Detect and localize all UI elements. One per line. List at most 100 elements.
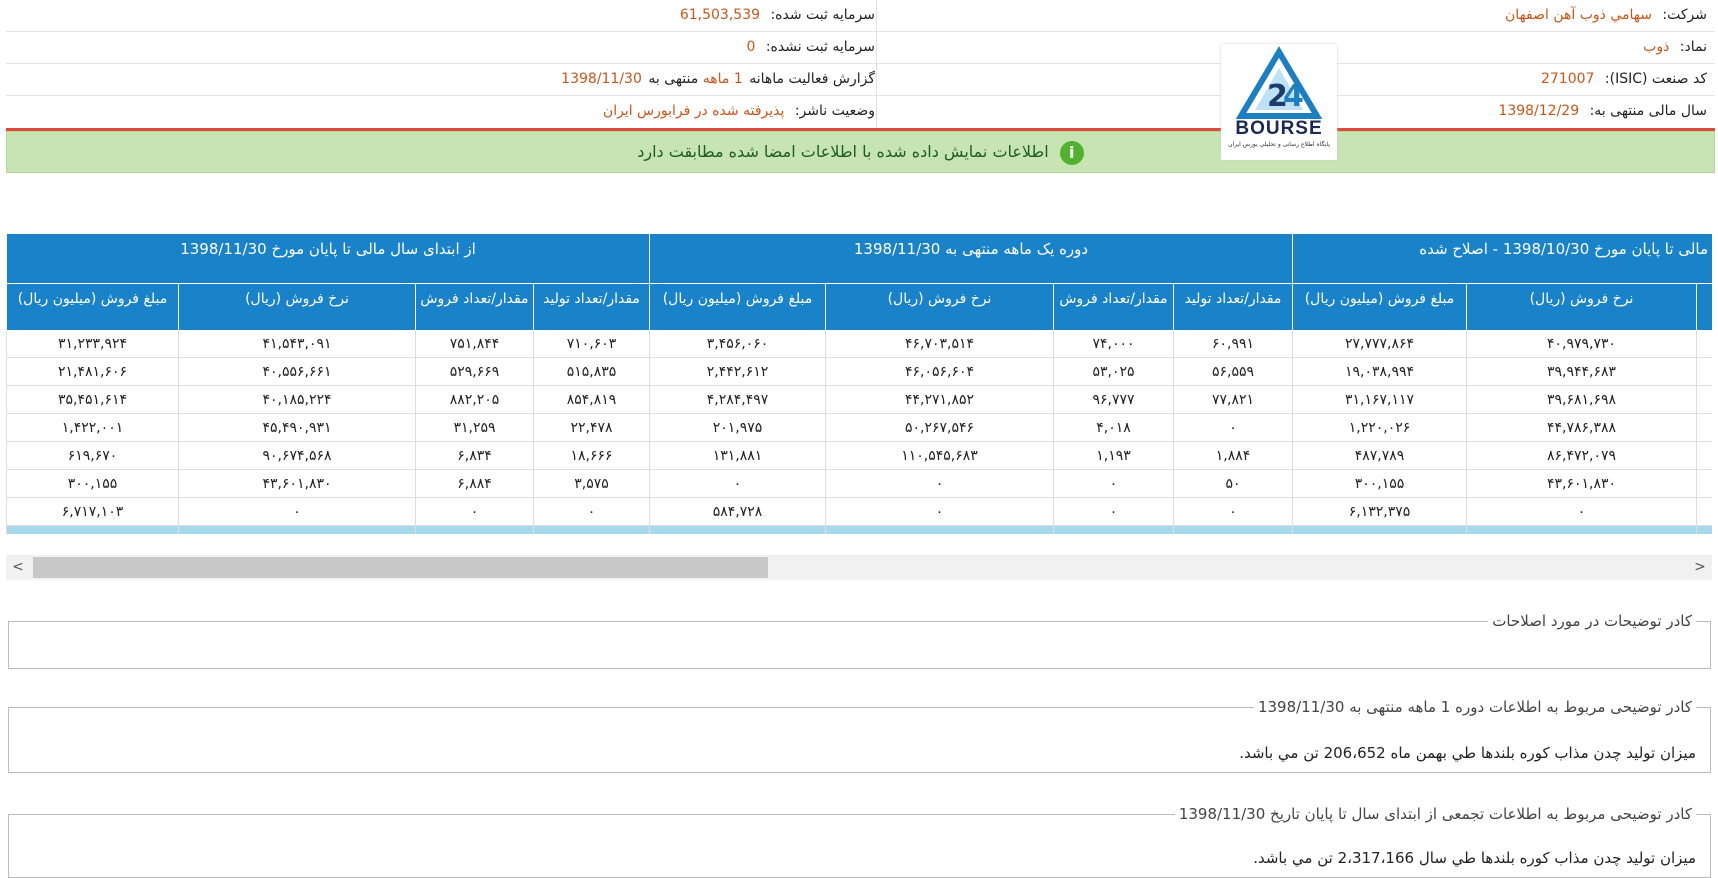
column-header[interactable]	[1696, 283, 1712, 330]
symbol-value[interactable]: ذوب	[1643, 39, 1670, 55]
table-cell: ۴۳,۶۰۱,۸۳۰	[1466, 470, 1696, 498]
table-cell	[1696, 330, 1712, 358]
isic-field: کد صنعت (ISIC): 271007	[1541, 64, 1707, 95]
table-cell: ۴۴,۷۸۶,۳۸۸	[1466, 414, 1696, 442]
table-cell: ۰	[178, 498, 415, 526]
report-mid: منتهی به	[648, 71, 699, 87]
table-cell: ۳,۵۷۵	[533, 470, 649, 498]
table-cell: ۱,۴۲۲,۰۰۱	[6, 414, 178, 442]
table-cell: ۰	[415, 498, 533, 526]
company-value[interactable]: سهامي ذوب آهن اصفهان	[1505, 7, 1652, 23]
sales-table: از ابتدای سال مالی تا پایان مورخ 1398/11…	[6, 234, 1712, 534]
column-header[interactable]: مبلغ فروش (میلیون ریال)	[649, 283, 825, 330]
table-cell: ۴۴,۲۷۱,۸۵۲	[825, 386, 1053, 414]
horizontal-scrollbar[interactable]: < >	[6, 555, 1712, 580]
scroll-right-arrow-icon[interactable]: >	[1694, 559, 1706, 575]
column-header[interactable]: مقدار/تعداد تولید	[1173, 283, 1292, 330]
group-header: از ابتدای سال مالی تا پایان مورخ 1398/11…	[6, 234, 649, 283]
table-cell: ۱۳۱,۸۸۱	[649, 442, 825, 470]
table-cell: ۵۲۹,۶۶۹	[415, 358, 533, 386]
logo-text: BOURSE	[1235, 118, 1323, 139]
report-date: 1398/11/30	[561, 71, 642, 87]
group-header: دوره یک ماهه منتهی به 1398/11/30	[649, 234, 1292, 283]
table-cell: ۵۰	[1173, 470, 1292, 498]
table-cell: ۱۸,۶۶۶	[533, 442, 649, 470]
company-field: شرکت: سهامي ذوب آهن اصفهان	[1505, 0, 1707, 31]
group-header: مالی تا پایان مورخ 1398/10/30 - اصلاح شد…	[1292, 234, 1712, 283]
total-cell	[415, 526, 533, 534]
table-cell	[1696, 358, 1712, 386]
table-cell: ۴۶,۰۵۶,۶۰۴	[825, 358, 1053, 386]
report-label: گزارش فعالیت ماهانه	[749, 71, 875, 87]
total-cell	[178, 526, 415, 534]
table-cell: ۵۰,۲۶۷,۵۴۶	[825, 414, 1053, 442]
total-cell	[1466, 526, 1696, 534]
scroll-left-arrow-icon[interactable]: <	[12, 559, 24, 575]
table-cell: ۲,۴۴۲,۶۱۲	[649, 358, 825, 386]
table-cell: ۷۴,۰۰۰	[1053, 330, 1173, 358]
column-header[interactable]: نرخ فروش (ریال)	[1466, 283, 1696, 330]
monthly-notes-box: کادر توضیحی مربوط به اطلاعات دوره 1 ماهه…	[8, 697, 1711, 773]
total-cell	[1173, 526, 1292, 534]
fiscal-value: 1398/12/29	[1498, 103, 1580, 119]
info-row-2: نماد: ذوب سرمایه ثبت نشده: 0	[6, 32, 1715, 64]
column-header[interactable]: مقدار/تعداد فروش	[1053, 283, 1173, 330]
unregistered-capital-value: 0	[746, 39, 756, 55]
bourse-logo[interactable]: 2 4 BOURSE پایگاه اطلاع رسانی و تحلیلی ب…	[1221, 44, 1337, 160]
column-header[interactable]: مقدار/تعداد تولید	[533, 283, 649, 330]
column-header[interactable]: مبلغ فروش (میلیون ریال)	[6, 283, 178, 330]
column-header[interactable]: نرخ فروش (ریال)	[825, 283, 1053, 330]
table-cell: ۴۶,۷۰۳,۵۱۴	[825, 330, 1053, 358]
table-cell: ۶۰,۹۹۱	[1173, 330, 1292, 358]
table-cell: ۹۰,۶۷۴,۵۶۸	[178, 442, 415, 470]
table-cell: ۸۵۴,۸۱۹	[533, 386, 649, 414]
table-cell	[1696, 498, 1712, 526]
corrections-box: کادر توضیحات در مورد اصلاحات	[8, 611, 1711, 669]
table-cell: ۳۹,۶۸۱,۶۹۸	[1466, 386, 1696, 414]
scrollbar-thumb[interactable]	[33, 557, 768, 578]
monthly-notes-body: ميزان توليد چدن مذاب كوره بلندها طي بهمن…	[1239, 744, 1696, 762]
table-cell: ۰	[825, 470, 1053, 498]
unregistered-capital-label: سرمایه ثبت نشده:	[765, 39, 875, 55]
table-cell: ۳۹,۹۴۴,۶۸۳	[1466, 358, 1696, 386]
table-cell: ۴,۲۸۴,۴۹۷	[649, 386, 825, 414]
svg-text:2: 2	[1267, 79, 1288, 114]
table-cell: ۱,۸۸۴	[1173, 442, 1292, 470]
table-cell	[1696, 442, 1712, 470]
total-cell	[533, 526, 649, 534]
report-months: 1 ماهه	[702, 71, 743, 87]
column-header[interactable]: مقدار/تعداد فروش	[415, 283, 533, 330]
table-cell: ۸۶,۴۷۲,۰۷۹	[1466, 442, 1696, 470]
table-cell: ۳۱,۲۳۳,۹۲۴	[6, 330, 178, 358]
info-row-3: کد صنعت (ISIC): 271007 گزارش فعالیت ماها…	[6, 64, 1715, 96]
table-cell: ۵۶,۵۵۹	[1173, 358, 1292, 386]
notice-message: i اطلاعات نمایش داده شده با اطلاعات امضا…	[7, 132, 1714, 172]
info-row-1: شرکت: سهامي ذوب آهن اصفهان سرمایه ثبت شد…	[6, 0, 1715, 32]
total-cell: ۸۶,۱۲۴,۳۲۰	[1292, 526, 1466, 534]
table-cell: ۶,۸۳۴	[415, 442, 533, 470]
table-cell: ۴۰,۵۵۶,۶۶۱	[178, 358, 415, 386]
table-cell: ۳۱,۲۵۹	[415, 414, 533, 442]
column-header[interactable]: نرخ فروش (ریال)	[178, 283, 415, 330]
table-cell: ۲۷,۷۷۷,۸۶۴	[1292, 330, 1466, 358]
info-divider	[876, 0, 877, 128]
table-cell	[1696, 386, 1712, 414]
monthly-notes-legend: کادر توضیحی مربوط به اطلاعات دوره 1 ماهه…	[1253, 697, 1696, 717]
unregistered-capital-field: سرمایه ثبت نشده: 0	[746, 32, 875, 63]
capital-value: 61,503,539	[679, 7, 761, 23]
logo-subtitle: پایگاه اطلاع رسانی و تحلیلی بورس ایران	[1228, 141, 1330, 148]
total-cell	[1696, 526, 1712, 534]
symbol-field: نماد: ذوب	[1643, 32, 1707, 63]
table-cell: ۴۵,۴۹۰,۹۳۱	[178, 414, 415, 442]
table-cell: ۶,۷۱۷,۱۰۳	[6, 498, 178, 526]
column-header[interactable]: مبلغ فروش (میلیون ریال)	[1292, 283, 1466, 330]
table-cell: ۱۱۰,۵۴۵,۶۸۳	[825, 442, 1053, 470]
table-cell: ۴,۰۱۸	[1053, 414, 1173, 442]
table-cell: ۴۰,۱۸۵,۲۲۴	[178, 386, 415, 414]
table-cell: ۵۱۵,۸۳۵	[533, 358, 649, 386]
table-cell: ۰	[1053, 470, 1173, 498]
table-cell: ۷۷,۸۲۱	[1173, 386, 1292, 414]
fiscal-label: سال مالی منتهی به:	[1589, 103, 1707, 119]
svg-text:4: 4	[1283, 79, 1304, 114]
corrections-legend: کادر توضیحات در مورد اصلاحات	[1488, 611, 1696, 631]
